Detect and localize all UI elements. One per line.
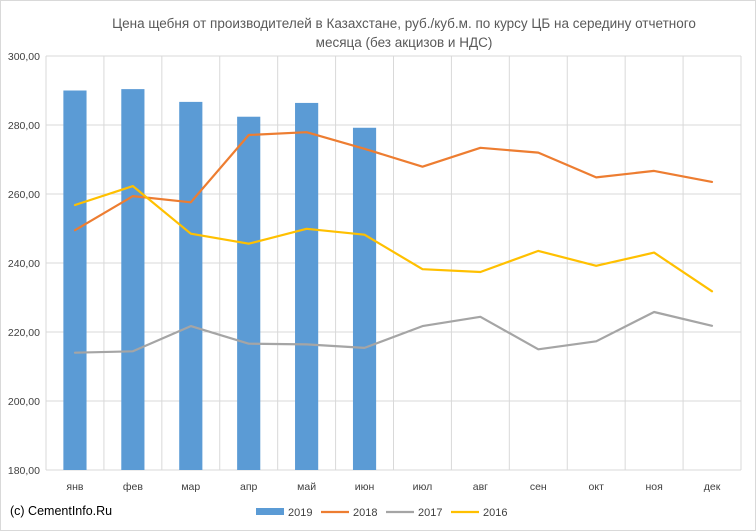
chart-title-line-1: Цена щебня от производителей в Казахстан…	[112, 16, 696, 31]
x-tick-label: июн	[355, 481, 375, 493]
y-tick-label: 180,00	[8, 465, 40, 477]
legend-label-2018: 2018	[353, 507, 377, 519]
legend-swatch-2019	[256, 508, 284, 515]
y-tick-label: 200,00	[8, 396, 40, 408]
series-line-2017	[73, 310, 714, 354]
legend: 2019 2018 2017 2016	[256, 507, 507, 519]
series-line-2016	[73, 185, 714, 293]
x-tick-label: окт	[589, 481, 605, 493]
bar-2019-фев	[121, 89, 145, 471]
bar-2019-апр	[237, 116, 261, 470]
x-tick-label: янв	[66, 481, 83, 493]
x-tick-label: сен	[530, 481, 547, 493]
x-axis-ticks: янв фев мар апр май июн июл авг сен окт ноя дек	[66, 481, 720, 493]
x-tick-label: мар	[181, 481, 200, 493]
legend-label-2019: 2019	[288, 507, 312, 519]
x-tick-label: дек	[704, 481, 721, 493]
series-line-2018	[73, 131, 714, 232]
y-tick-label: 300,00	[8, 51, 40, 63]
x-tick-label: апр	[240, 481, 258, 493]
bar-2019-янв	[63, 90, 87, 470]
bar-2019-июн	[352, 127, 377, 470]
y-tick-label: 280,00	[8, 120, 40, 132]
x-tick-label: июл	[413, 481, 433, 493]
y-tick-label: 240,00	[8, 258, 40, 270]
x-tick-label: авг	[473, 481, 488, 493]
y-tick-label: 220,00	[8, 327, 40, 339]
bar-2019-май	[295, 102, 319, 471]
x-tick-label: фев	[123, 481, 143, 493]
x-tick-label: ноя	[645, 481, 662, 493]
bar-2019-мар	[179, 101, 203, 470]
bars-2019	[63, 89, 377, 471]
gridlines	[45, 55, 742, 471]
legend-label-2016: 2016	[483, 507, 507, 519]
y-axis-ticks: 180,00 200,00 220,00 240,00 260,00 280,00 300,…	[8, 51, 40, 477]
legend-label-2017: 2017	[418, 507, 442, 519]
watermark: (c) CementInfo.Ru	[10, 504, 112, 518]
x-tick-label: май	[297, 481, 316, 493]
chart-title-line-2: месяца (без акцизов и НДС)	[316, 35, 493, 50]
y-tick-label: 260,00	[8, 189, 40, 201]
lines	[73, 131, 714, 354]
